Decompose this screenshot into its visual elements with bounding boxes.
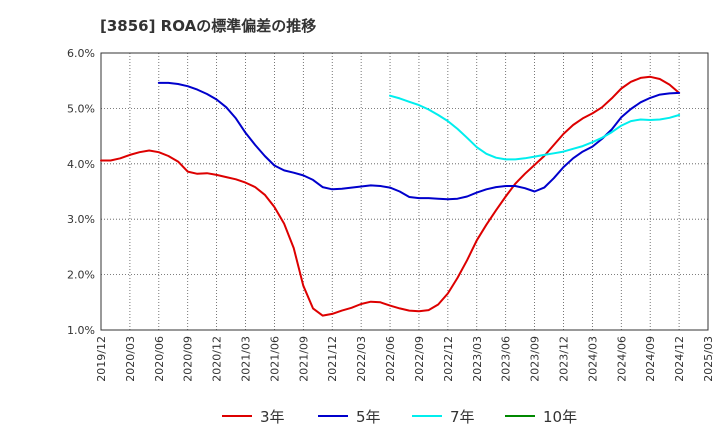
- plot-frame: [100, 52, 709, 331]
- x-tick-label: 2021/06: [268, 336, 281, 382]
- x-tick-label: 2020/12: [211, 336, 224, 382]
- legend-label-7y: 7年: [450, 407, 475, 426]
- series-line-1: [157, 81, 681, 201]
- y-tick-label: 4.0%: [67, 158, 95, 171]
- chart-title: [3856] ROAの標準偏差の推移: [100, 17, 317, 35]
- legend-label-3y: 3年: [260, 407, 285, 426]
- legend: 3年 5年 7年 10年: [0, 404, 720, 428]
- legend-swatch-5y: [318, 415, 348, 417]
- x-tick-label: 2020/09: [182, 336, 195, 382]
- legend-label-5y: 5年: [356, 407, 381, 426]
- x-tick-label: 2023/09: [529, 336, 542, 382]
- x-tick-label: 2024/06: [615, 336, 628, 382]
- grid-lines: [100, 52, 709, 331]
- x-tick-label: 2021/03: [240, 336, 253, 382]
- legend-swatch-7y: [412, 415, 442, 417]
- y-tick-label: 3.0%: [67, 213, 95, 226]
- x-tick-label: 2024/12: [673, 336, 686, 382]
- legend-item-5y: 5年: [318, 404, 381, 428]
- x-tick-label: 2020/06: [153, 336, 166, 382]
- x-tick-label: 2024/09: [644, 336, 657, 382]
- x-tick-label: 2025/03: [702, 336, 715, 382]
- x-tick-label: 2020/03: [124, 336, 137, 382]
- y-axis-labels: 1.0% 2.0% 3.0% 4.0% 5.0% 6.0%: [67, 47, 95, 337]
- x-tick-label: 2022/03: [355, 336, 368, 382]
- x-axis-labels: 2019/12 2020/03 2020/06 2020/09 2020/12 2021/…: [95, 336, 715, 382]
- x-tick-label: 2023/03: [471, 336, 484, 382]
- x-tick-label: 2024/03: [586, 336, 599, 382]
- x-tick-label: 2021/09: [297, 336, 310, 382]
- x-tick-label: 2022/09: [413, 336, 426, 382]
- legend-item-3y: 3年: [222, 404, 285, 428]
- x-tick-label: 2022/12: [442, 336, 455, 382]
- series-lines: [100, 75, 681, 317]
- y-tick-label: 1.0%: [67, 324, 95, 337]
- legend-item-10y: 10年: [505, 404, 577, 428]
- legend-label-10y: 10年: [543, 407, 578, 426]
- legend-swatch-10y: [505, 415, 535, 417]
- legend-swatch-3y: [222, 415, 252, 417]
- y-tick-label: 6.0%: [67, 47, 95, 60]
- x-tick-label: 2023/12: [557, 336, 570, 382]
- series-line-2: [389, 94, 681, 161]
- x-tick-label: 2023/06: [500, 336, 513, 382]
- series-line-0: [100, 75, 681, 317]
- x-tick-label: 2022/06: [384, 336, 397, 382]
- x-tick-label: 2019/12: [95, 336, 108, 382]
- y-tick-label: 5.0%: [67, 102, 95, 115]
- x-tick-label: 2021/12: [326, 336, 339, 382]
- y-tick-label: 2.0%: [67, 269, 95, 282]
- legend-item-7y: 7年: [412, 404, 475, 428]
